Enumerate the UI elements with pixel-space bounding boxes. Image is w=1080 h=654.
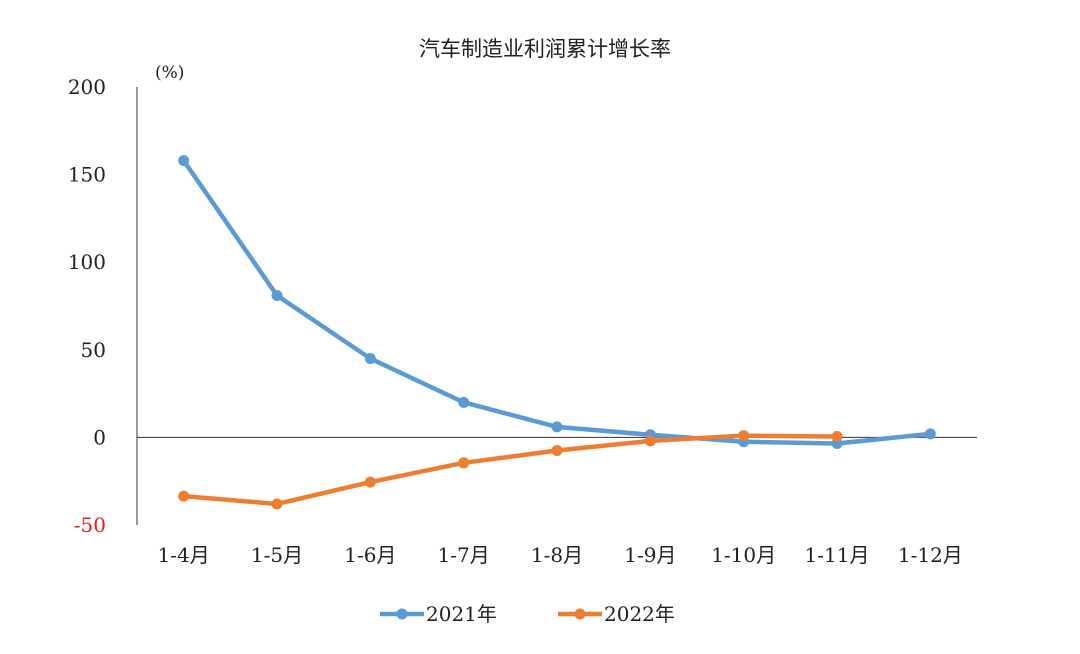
y-tick-label: 100 (68, 250, 106, 274)
x-tick-label: 1-9月 (624, 543, 676, 567)
series-line (181, 433, 840, 507)
data-point (271, 498, 283, 510)
y-unit-label: (%) (155, 63, 184, 83)
legend: 2021年 2022年 (380, 602, 675, 626)
chart-title: 汽车制造业利润累计增长率 (419, 37, 671, 61)
data-point (458, 396, 470, 408)
data-point (364, 476, 376, 488)
series-2 (178, 430, 843, 510)
data-point (178, 155, 190, 167)
data-point (738, 430, 750, 442)
data-point (458, 457, 470, 469)
data-point (364, 353, 376, 365)
y-tick-label: 50 (81, 338, 106, 362)
data-point (551, 421, 563, 433)
x-tick-label: 1-5月 (251, 543, 303, 567)
x-tick-label: 1-4月 (158, 543, 210, 567)
y-tick-label: 0 (93, 425, 106, 449)
series-1 (178, 155, 936, 450)
x-tick-labels: 1-4月 1-5月 1-6月 1-7月 1-8月 1-9月 1-10月 1-11月 1-12月 (158, 543, 963, 567)
data-point (644, 435, 656, 447)
legend-label: 2021年 (426, 602, 497, 626)
legend-swatch-marker (574, 608, 586, 620)
x-tick-label: 1-7月 (438, 543, 490, 567)
series-line (181, 158, 933, 446)
axes (136, 87, 977, 525)
y-tick-label: 150 (68, 163, 106, 187)
x-tick-label: 1-10月 (711, 543, 776, 567)
legend-label: 2022年 (604, 602, 675, 626)
y-tick-label: 200 (68, 75, 106, 99)
legend-item: 2021年 (380, 602, 497, 626)
legend-swatch-marker (396, 608, 408, 620)
data-point (924, 428, 936, 440)
data-point (551, 445, 563, 457)
x-tick-label: 1-8月 (531, 543, 583, 567)
x-tick-label: 1-12月 (898, 543, 963, 567)
x-tick-label: 1-11月 (805, 543, 870, 567)
data-point (178, 490, 190, 502)
data-point (831, 431, 843, 443)
series-group (178, 155, 936, 510)
data-point (271, 289, 283, 301)
y-tick-label: -50 (74, 513, 106, 537)
x-tick-label: 1-6月 (344, 543, 396, 567)
y-tick-labels: 200 150 100 50 0 -50 (68, 75, 106, 537)
legend-item: 2022年 (558, 602, 675, 626)
